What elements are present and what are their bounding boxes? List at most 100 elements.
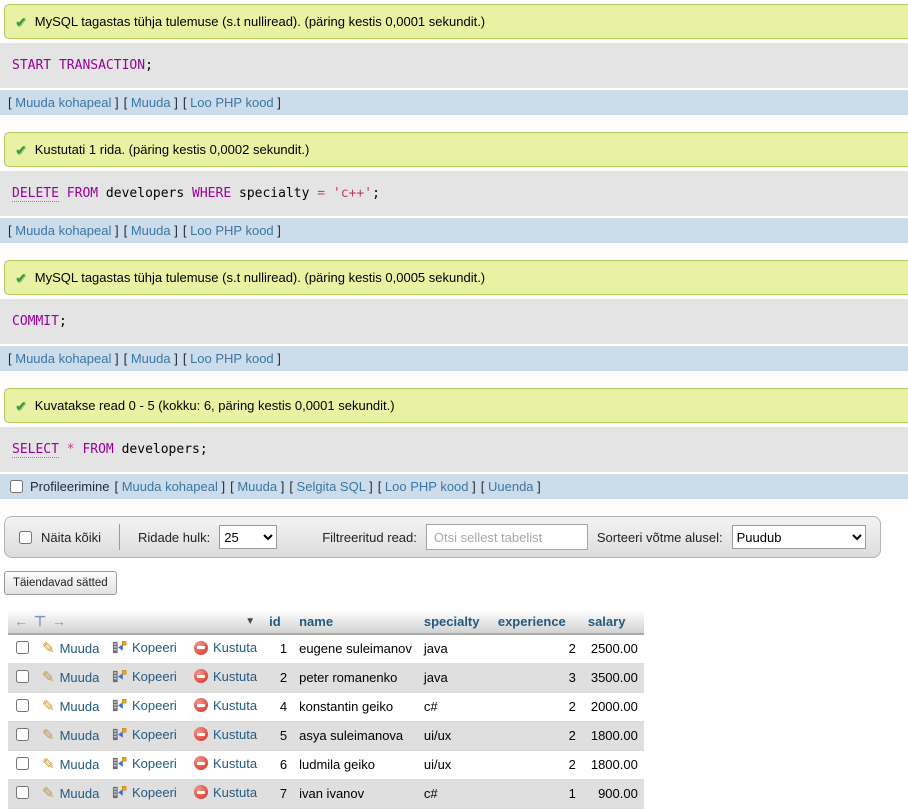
status-message: MySQL tagastas tühja tulemuse (s.t nulli… [34, 270, 486, 285]
delete-link[interactable]: Kustuta [213, 668, 258, 684]
status-message: MySQL tagastas tühja tulemuse (s.t nulli… [34, 14, 486, 29]
copy-link[interactable]: Kopeeri [132, 697, 177, 713]
query-action-link[interactable]: Muuda kohapeal [15, 223, 112, 238]
table-search-input[interactable] [425, 524, 588, 550]
sort-key-select[interactable]: Puudub [731, 525, 866, 549]
success-check-icon: ✔ [15, 13, 27, 30]
cell-specialty: ui/ux [417, 721, 492, 751]
filtered-rows-label: Filtreeritud read: [322, 529, 417, 545]
copy-icon [112, 640, 127, 653]
row-checkbox[interactable] [15, 727, 29, 741]
delete-icon [194, 669, 208, 684]
sql-query: DELETE FROM developers WHERE specialty =… [0, 171, 908, 216]
cell-specialty: c# [417, 692, 492, 722]
delete-icon [194, 756, 208, 771]
query-action-link[interactable]: Muuda kohapeal [15, 351, 112, 366]
sort-key-label: Sorteeri võtme alusel: [596, 529, 723, 545]
query-action-link[interactable]: Loo PHP kood [190, 351, 274, 366]
rows-count-label: Ridade hulk: [137, 529, 211, 545]
query-results: ✔ MySQL tagastas tühja tulemuse (s.t null… [0, 4, 908, 499]
copy-icon [112, 727, 127, 740]
cell-salary: 1800.00 [581, 750, 644, 780]
edit-link[interactable]: Muuda [59, 728, 100, 743]
success-check-icon: ✔ [15, 397, 27, 414]
query-action-link[interactable]: Loo PHP kood [190, 95, 274, 110]
query-action-link[interactable]: Selgita SQL [296, 479, 366, 494]
sql-query: SELECT * FROM developers; [0, 427, 908, 472]
copy-link[interactable]: Kopeeri [132, 726, 177, 742]
row-checkbox[interactable] [15, 698, 29, 712]
delete-link[interactable]: Kustuta [213, 726, 258, 742]
query-action-link[interactable]: Loo PHP kood [384, 479, 469, 494]
pencil-icon: ✎ [42, 640, 55, 658]
copy-link[interactable]: Kopeeri [132, 755, 177, 771]
cell-name: peter romanenko [293, 663, 418, 693]
copy-link[interactable]: Kopeeri [132, 784, 177, 800]
cell-experience: 2 [491, 692, 582, 722]
cell-name: ludmila geiko [293, 750, 418, 780]
query-action-link[interactable]: Muuda kohapeal [15, 95, 112, 110]
extra-settings-button[interactable]: Täiendavad sätted [4, 571, 117, 595]
delete-link[interactable]: Kustuta [213, 640, 258, 655]
query-action-link[interactable]: Muuda [130, 95, 171, 110]
row-checkbox[interactable] [15, 756, 29, 770]
profiling-checkbox[interactable] [10, 480, 23, 493]
column-header-specialty[interactable]: specialty [417, 610, 492, 635]
query-action-link[interactable]: Muuda kohapeal [121, 479, 218, 494]
show-all-checkbox[interactable] [19, 530, 32, 544]
query-result-group: ✔ MySQL tagastas tühja tulemuse (s.t null… [0, 260, 908, 371]
query-action-link[interactable]: Loo PHP kood [190, 223, 274, 238]
copy-icon [112, 785, 127, 798]
sql-query: START TRANSACTION; [0, 43, 908, 88]
cell-salary: 1800.00 [581, 721, 644, 751]
edit-link[interactable]: Muuda [59, 670, 100, 685]
row-checkbox[interactable] [15, 785, 29, 799]
success-check-icon: ✔ [15, 141, 27, 158]
edit-link[interactable]: Muuda [59, 641, 100, 657]
cell-experience: 1 [491, 779, 582, 809]
cell-id: 4 [263, 692, 294, 722]
query-action-link[interactable]: Uuenda [488, 479, 534, 494]
table-row: ✎ Muuda Kopeeri Kustuta 7 ivan ivanov c# 1 900.0… [8, 779, 644, 809]
edit-link[interactable]: Muuda [59, 699, 100, 714]
copy-link[interactable]: Kopeeri [132, 668, 177, 684]
table-header-row: ← ⊤ → ▼ id name specialty experience sal… [8, 610, 644, 635]
cell-salary: 3500.00 [581, 663, 644, 693]
query-result-group: ✔ Kustutati 1 rida. (päring kestis 0,0002… [0, 132, 908, 243]
query-action-link[interactable]: Muuda [130, 351, 171, 366]
column-header-id[interactable]: id [263, 610, 294, 635]
delete-link[interactable]: Kustuta [213, 755, 258, 771]
options-caret-icon[interactable]: ▼ [245, 616, 256, 627]
cell-salary: 2500.00 [581, 634, 644, 664]
pencil-icon: ✎ [42, 756, 55, 773]
column-header-salary[interactable]: salary [581, 610, 644, 635]
results-table: ← ⊤ → ▼ id name specialty experience sal… [8, 610, 644, 809]
delete-icon [194, 785, 208, 800]
cell-experience: 2 [491, 750, 582, 780]
edit-link[interactable]: Muuda [59, 757, 100, 772]
query-result-group: ✔ Kuvatakse read 0 - 5 (kokku: 6, päring … [0, 388, 908, 499]
delete-link[interactable]: Kustuta [213, 784, 258, 800]
cell-specialty: c# [417, 779, 492, 809]
copy-icon [112, 669, 127, 682]
status-message: Kustutati 1 rida. (päring kestis 0,0002 … [34, 142, 310, 157]
query-action-link[interactable]: Muuda [130, 223, 171, 238]
edit-link[interactable]: Muuda [59, 786, 100, 801]
rows-count-select[interactable]: 25 [219, 525, 277, 549]
success-message-bar: ✔ MySQL tagastas tühja tulemuse (s.t null… [4, 260, 908, 295]
column-header-name[interactable]: name [293, 610, 418, 635]
table-row: ✎ Muuda Kopeeri Kustuta 6 ludmila geiko ui/ux 2… [8, 750, 644, 780]
cell-id: 1 [263, 634, 294, 664]
delete-icon [194, 727, 208, 742]
row-checkbox[interactable] [15, 640, 29, 654]
cell-name: asya suleimanova [293, 721, 418, 751]
column-header-experience[interactable]: experience [491, 610, 582, 635]
copy-icon [112, 756, 127, 769]
row-checkbox[interactable] [15, 669, 29, 683]
query-action-link[interactable]: Muuda [237, 479, 278, 494]
delete-link[interactable]: Kustuta [213, 697, 258, 713]
cell-id: 5 [263, 721, 294, 751]
results-filter-bar: Näita kõiki Ridade hulk: 25 Filtreeritud… [4, 516, 881, 558]
delete-icon [194, 640, 208, 655]
copy-link[interactable]: Kopeeri [132, 639, 177, 655]
